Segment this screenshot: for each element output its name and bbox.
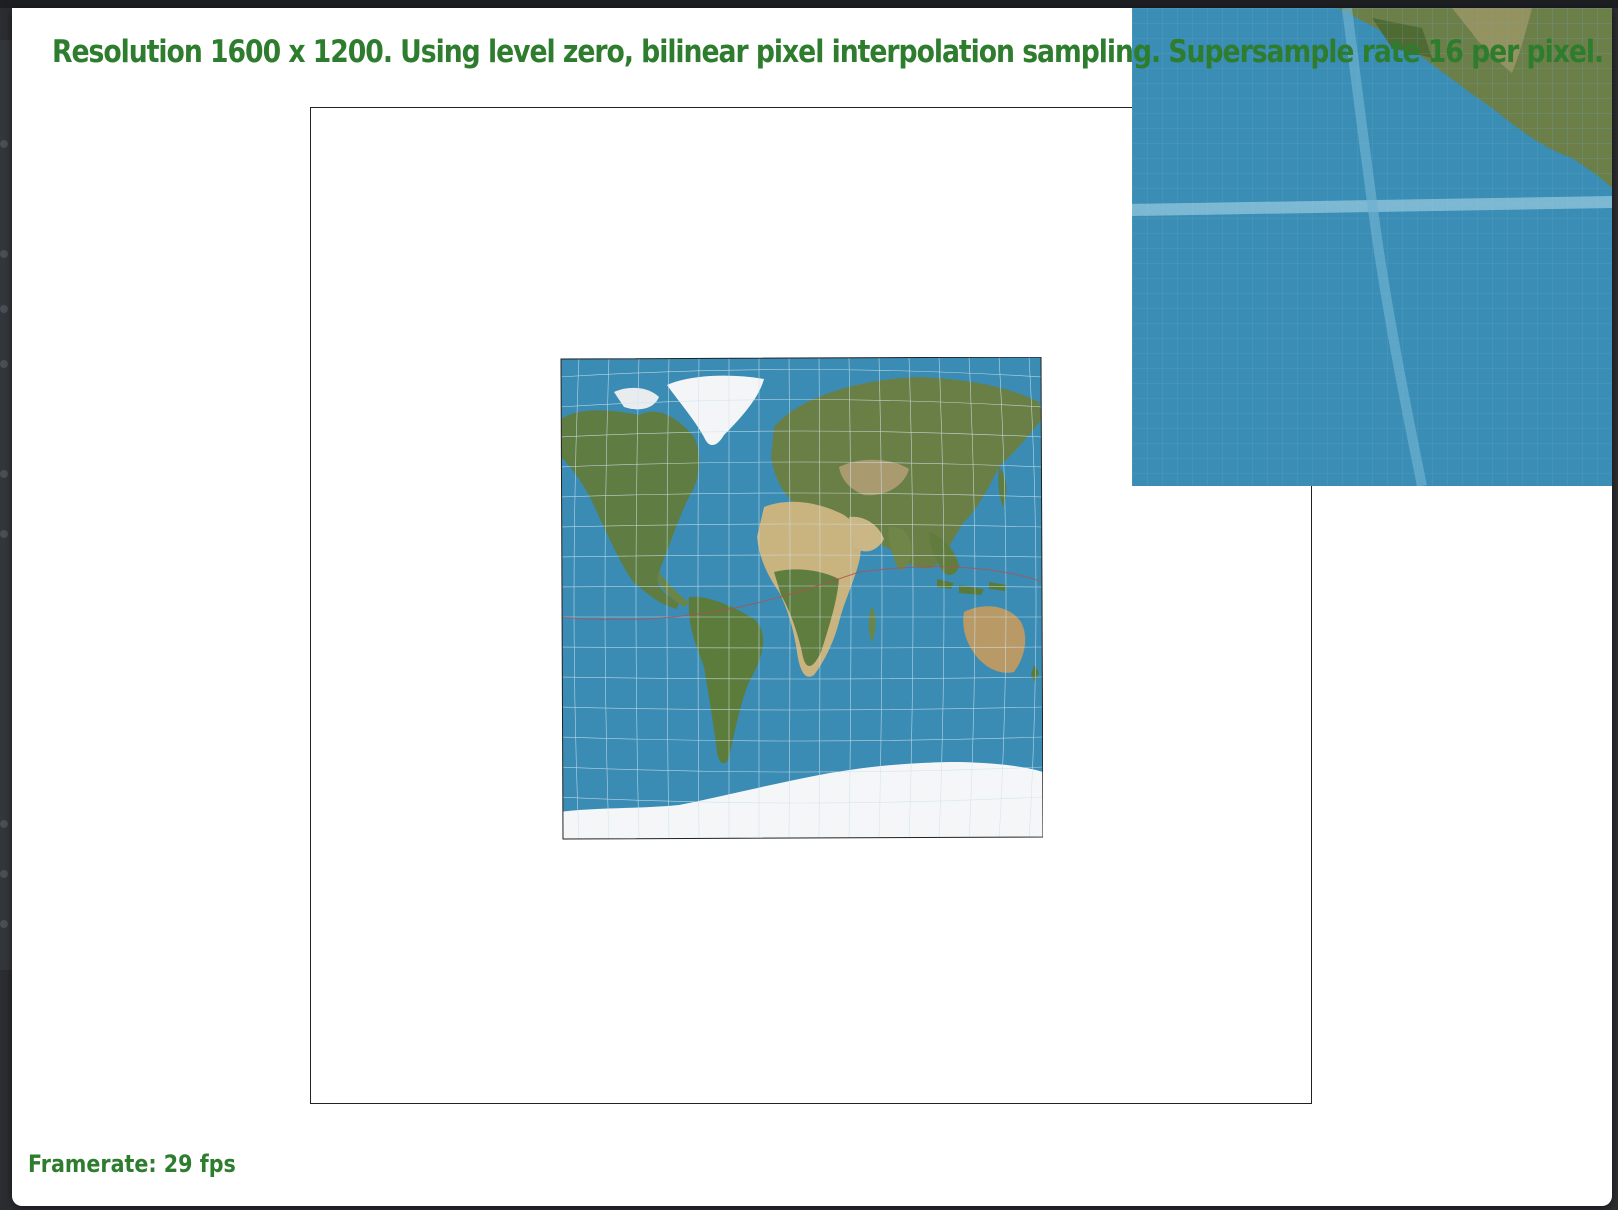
island-madagascar — [868, 607, 876, 642]
islands-indonesia — [937, 579, 1007, 595]
background-icon — [0, 470, 8, 478]
map-border — [560, 357, 1043, 840]
background-icon — [0, 360, 8, 368]
asia-desert — [839, 459, 909, 496]
island-new-zealand — [1031, 665, 1039, 682]
zoom-inset — [1132, 8, 1612, 486]
background-app-sidebar — [0, 40, 12, 970]
continent-south-america — [688, 596, 764, 764]
render-window[interactable]: Resolution 1600 x 1200. Using level zero… — [12, 8, 1612, 1206]
arabian-peninsula — [849, 516, 884, 552]
framerate-readout: Framerate: 29 fps — [28, 1150, 236, 1178]
continent-australia — [963, 606, 1026, 673]
inset-pixel-grid — [1132, 8, 1612, 486]
arctic-islands — [614, 387, 659, 410]
background-icon — [0, 820, 8, 828]
india — [888, 526, 912, 570]
graticule-grid — [561, 357, 1043, 839]
inset-longitude-line — [1342, 8, 1427, 486]
background-icon — [0, 920, 8, 928]
background-icon — [0, 305, 8, 313]
continent-central-america — [657, 572, 689, 607]
background-icon — [0, 250, 8, 258]
window-top-edge — [0, 0, 1618, 8]
background-icon — [0, 140, 8, 148]
tropic-line — [561, 566, 1043, 621]
background-icon — [0, 530, 8, 538]
continent-antarctica — [561, 762, 1043, 839]
render-status-text: Resolution 1600 x 1200. Using level zero… — [52, 34, 1604, 70]
background-icon — [0, 870, 8, 878]
continent-north-america — [561, 410, 700, 609]
continent-greenland — [667, 375, 764, 446]
world-map-render[interactable] — [559, 357, 1043, 841]
